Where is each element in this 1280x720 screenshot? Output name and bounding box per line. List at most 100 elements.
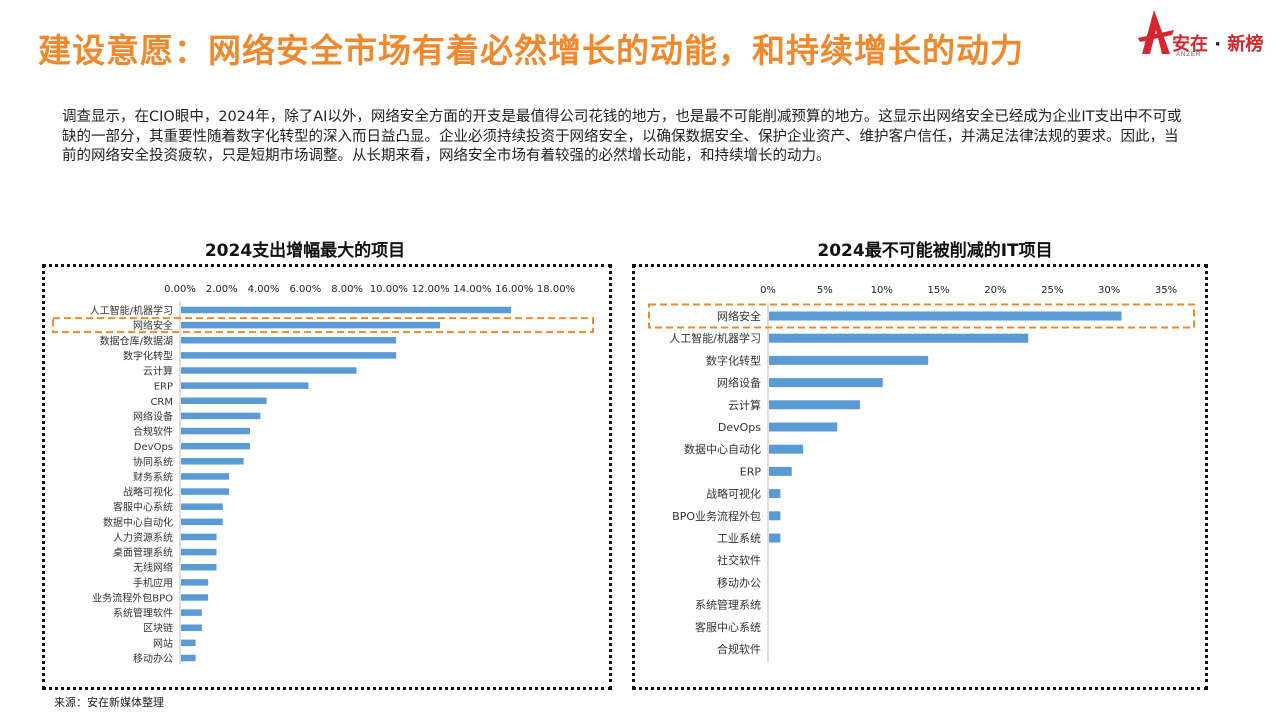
- logo-subtext: ANZER: [1176, 52, 1202, 58]
- bar: [181, 352, 397, 359]
- page-title: 建设意愿：网络安全市场有着必然增长的动能，和持续增长的动力: [38, 31, 1024, 70]
- logo-suffix: 新榜: [1227, 34, 1264, 55]
- intro-paragraph: 调查显示，在CIO眼中，2024年，除了AI以外，网络安全方面的开支是最值得公司…: [62, 109, 1182, 164]
- category-label: 系统管理系统: [695, 598, 761, 612]
- category-label: 系统管理软件: [113, 607, 173, 620]
- category-label: 人力资源系统: [113, 531, 173, 544]
- category-label: DevOps: [718, 421, 761, 434]
- bar: [769, 355, 929, 365]
- bar: [181, 397, 267, 405]
- logo-name: 安在: [1172, 34, 1208, 55]
- bar: [181, 321, 441, 329]
- category-label: 桌面管理系统: [113, 546, 173, 559]
- bar: [181, 382, 309, 389]
- x-tick-label: 15%: [927, 285, 949, 296]
- bar: [181, 367, 357, 374]
- bar: [181, 306, 512, 314]
- category-label: ERP: [154, 382, 173, 393]
- category-label: 财务系统: [133, 470, 173, 483]
- bar: [769, 489, 781, 499]
- chart-title-spending-growth: 2024支出增幅最大的项目: [204, 241, 406, 261]
- x-tick-label: 25%: [1041, 285, 1063, 296]
- x-tick-label: 6.00%: [289, 284, 321, 295]
- category-label: 数据仓库/数据湖: [100, 334, 173, 347]
- highlight-box: [52, 317, 594, 334]
- x-tick-label: 8.00%: [331, 284, 363, 295]
- bar: [181, 503, 223, 510]
- bar: [181, 579, 209, 586]
- category-label: 客服中心系统: [695, 620, 761, 634]
- x-tick-label: 5%: [817, 285, 833, 296]
- bar: [769, 378, 883, 388]
- category-label: 客服中心系统: [113, 501, 173, 514]
- category-label: 工业系统: [717, 532, 761, 545]
- category-label: 网络安全: [717, 309, 761, 323]
- category-label: 数据中心自动化: [684, 442, 761, 456]
- category-label: 数字化转型: [706, 353, 761, 367]
- category-label: 移动办公: [133, 652, 173, 665]
- bar: [181, 473, 230, 480]
- category-label: 业务流程外包BPO: [92, 591, 173, 604]
- bar: [181, 624, 202, 631]
- x-tick-label: 14.00%: [453, 284, 491, 295]
- category-label: 手机应用: [133, 576, 173, 589]
- source-note: 来源：安在新媒体整理: [54, 696, 164, 709]
- category-label: 区块链: [143, 622, 173, 635]
- category-label: 人工智能/机器学习: [90, 304, 173, 317]
- bar: [181, 609, 202, 616]
- category-label: 网站: [153, 637, 173, 650]
- bar: [181, 488, 230, 495]
- bar: [769, 444, 804, 454]
- bar: [769, 466, 792, 476]
- x-tick-label: 4.00%: [248, 284, 280, 295]
- chart-spending-growth: 0.00% 2.00% 4.00% 6.00% 8.00% 10.00% 12.00% 14.…: [52, 284, 594, 665]
- category-label: 合规软件: [133, 425, 173, 438]
- brand-logo: 安在 · 新榜 ANZER: [1136, 8, 1276, 58]
- category-label: 数据中心自动化: [103, 516, 173, 529]
- x-tick-label: 18.00%: [537, 284, 575, 295]
- chart-title-least-cut: 2024最不可能被削减的IT项目: [817, 241, 1053, 261]
- category-label: CRM: [150, 397, 173, 408]
- category-label: 移动办公: [717, 576, 761, 589]
- bar: [769, 333, 1029, 343]
- category-label: 网络设备: [133, 410, 173, 423]
- category-label: 网络安全: [133, 319, 173, 332]
- x-tick-label: 30%: [1098, 285, 1120, 296]
- category-label: 云计算: [143, 365, 173, 378]
- x-tick-label: 0%: [760, 285, 776, 296]
- x-tick-label: 2.00%: [206, 284, 238, 295]
- bar: [181, 427, 250, 435]
- category-label: 协同系统: [133, 455, 173, 468]
- bar: [769, 511, 781, 521]
- bar: [181, 548, 217, 556]
- category-label: 战略可视化: [706, 487, 761, 501]
- bar: [181, 518, 223, 526]
- x-tick-label: 16.00%: [495, 284, 533, 295]
- bar: [769, 422, 838, 432]
- category-label: 人工智能/机器学习: [669, 331, 761, 345]
- bar: [769, 533, 781, 543]
- logo-separator: ·: [1214, 34, 1222, 55]
- x-tick-label: 0.00%: [164, 284, 196, 295]
- bar: [181, 412, 261, 420]
- bar: [181, 639, 196, 647]
- bar: [769, 400, 860, 410]
- category-label: 社交软件: [717, 553, 761, 567]
- bar: [181, 563, 217, 571]
- chart-least-cut: 0% 5% 10% 15% 20% 25% 30% 35% 网络安全人工智能/机器学习数字化转型…: [648, 285, 1195, 662]
- x-tick-label: 12.00%: [412, 284, 450, 295]
- chart-frame-least-cut: [632, 264, 1208, 690]
- x-tick-label: 20%: [984, 285, 1006, 296]
- bar: [769, 311, 1122, 321]
- category-label: 云计算: [728, 398, 761, 412]
- chart-frame-spending-growth: [42, 264, 612, 690]
- x-tick-label: 10%: [871, 285, 893, 296]
- x-tick-label: 10.00%: [370, 284, 408, 295]
- bar: [181, 458, 244, 465]
- category-label: 战略可视化: [123, 486, 173, 499]
- bar: [181, 337, 397, 344]
- category-label: ERP: [740, 465, 762, 478]
- category-label: DevOps: [134, 442, 173, 453]
- highlight-box: [648, 303, 1195, 329]
- category-label: 无线网络: [133, 561, 173, 574]
